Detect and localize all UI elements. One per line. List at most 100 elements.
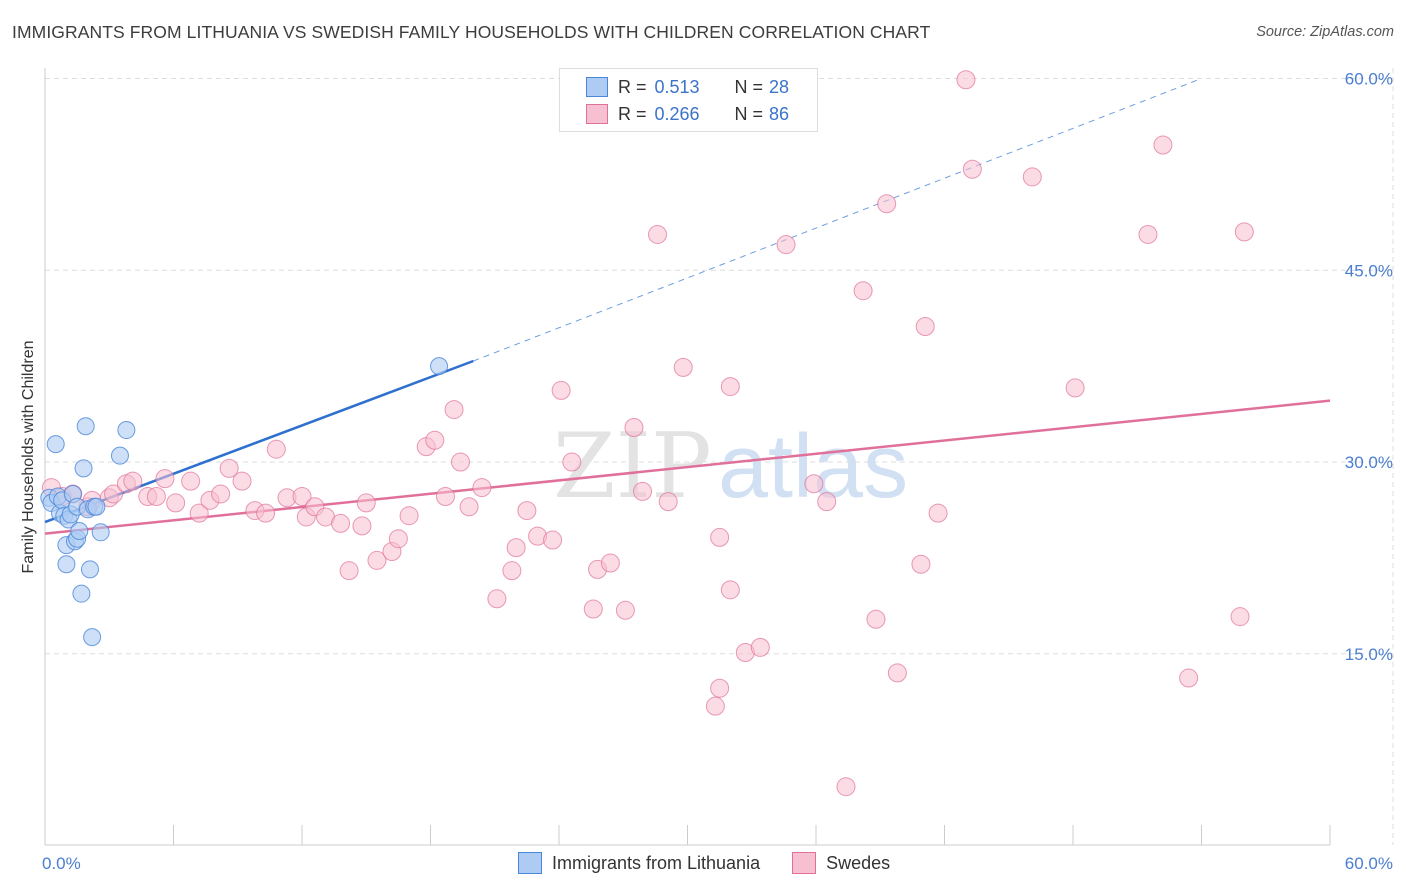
data-point-swedes xyxy=(1234,222,1254,242)
data-point-swedes xyxy=(915,316,935,336)
data-point-swedes xyxy=(928,503,948,523)
legend-swatch-blue xyxy=(518,852,542,874)
data-point-swedes xyxy=(543,530,563,550)
data-point-swedes xyxy=(444,400,464,420)
data-point-lithuania xyxy=(76,417,95,436)
data-point-swedes xyxy=(551,380,571,400)
tick-labels: 15.0% 30.0% 45.0% 60.0% 0.0% 60.0% xyxy=(42,70,1393,874)
data-point-swedes xyxy=(517,501,537,521)
y-axis-label: Family Households with Children xyxy=(20,341,37,574)
data-point-swedes xyxy=(583,599,603,619)
data-point-swedes xyxy=(720,377,740,397)
data-point-swedes xyxy=(104,484,124,504)
data-point-lithuania xyxy=(72,584,91,603)
data-point-swedes xyxy=(487,589,507,609)
data-point-swedes xyxy=(502,561,522,581)
data-point-swedes xyxy=(866,609,886,629)
lithuania-points xyxy=(40,357,449,647)
legend-r-label: R = xyxy=(618,103,647,124)
legend-r-label: R = xyxy=(618,76,647,97)
data-point-swedes xyxy=(388,529,408,549)
data-point-swedes xyxy=(211,484,231,504)
data-point-swedes xyxy=(425,430,445,450)
data-point-swedes xyxy=(155,469,175,489)
series-legend: Immigrants from Lithuania Swedes xyxy=(518,852,922,874)
data-point-swedes xyxy=(1138,224,1158,244)
data-point-swedes xyxy=(256,503,276,523)
data-point-swedes xyxy=(189,503,209,523)
data-point-lithuania xyxy=(70,522,89,541)
data-point-swedes xyxy=(123,471,143,491)
legend-r-value: 0.266 xyxy=(654,103,700,124)
data-point-swedes xyxy=(331,513,351,533)
data-point-swedes xyxy=(720,580,740,600)
data-point-lithuania xyxy=(74,459,93,478)
data-point-swedes xyxy=(435,487,455,507)
data-point-swedes xyxy=(600,553,620,573)
y-tick-label: 30.0% xyxy=(1345,453,1393,472)
legend-n-value: 28 xyxy=(769,76,790,97)
legend-label-lithuania: Immigrants from Lithuania xyxy=(552,852,761,873)
legend-row-lithuania: R = 0.513 N = 28 xyxy=(586,74,789,100)
y-tick-label: 60.0% xyxy=(1345,70,1393,89)
data-point-swedes xyxy=(956,70,976,90)
data-point-swedes xyxy=(633,481,653,501)
data-point-swedes xyxy=(615,600,635,620)
data-point-swedes xyxy=(776,235,796,255)
data-point-lithuania xyxy=(46,435,65,454)
data-point-swedes xyxy=(181,471,201,491)
data-point-swedes xyxy=(339,561,359,581)
data-point-swedes xyxy=(853,281,873,301)
data-point-swedes xyxy=(367,550,387,570)
data-point-swedes xyxy=(705,696,725,716)
data-point-swedes xyxy=(266,439,286,459)
data-point-swedes xyxy=(804,474,824,494)
legend-item-lithuania[interactable]: Immigrants from Lithuania xyxy=(518,852,760,874)
data-point-swedes xyxy=(673,357,693,377)
data-point-swedes xyxy=(887,663,907,683)
gridlines xyxy=(45,68,1394,845)
data-point-swedes xyxy=(219,458,239,478)
data-point-swedes xyxy=(399,506,419,526)
data-point-swedes xyxy=(1179,668,1199,688)
legend-swatch-pink xyxy=(792,852,817,874)
trend-line-lithuania-extended xyxy=(473,78,1202,362)
data-point-swedes xyxy=(1065,378,1085,398)
legend-label-swedes: Swedes xyxy=(826,852,891,873)
data-point-swedes xyxy=(877,194,897,214)
data-point-swedes xyxy=(836,777,856,797)
data-point-swedes xyxy=(1153,135,1173,155)
data-point-lithuania xyxy=(117,421,136,440)
watermark-atlas: atlas xyxy=(718,417,908,517)
legend-r-value: 0.513 xyxy=(654,76,700,97)
data-point-lithuania xyxy=(57,555,76,574)
data-point-swedes xyxy=(356,493,376,513)
data-point-swedes xyxy=(658,492,678,512)
x-tick-label: 0.0% xyxy=(42,854,81,873)
data-point-swedes xyxy=(450,452,470,472)
data-point-lithuania xyxy=(80,560,99,579)
axes xyxy=(44,68,1331,846)
legend-swatch-blue xyxy=(586,77,608,97)
data-point-lithuania xyxy=(83,628,102,647)
data-point-swedes xyxy=(1230,607,1250,627)
data-point-swedes xyxy=(459,497,479,517)
data-point-swedes xyxy=(562,452,582,472)
y-tick-label: 15.0% xyxy=(1345,645,1393,664)
legend-n-value: 86 xyxy=(769,103,790,124)
legend-item-swedes[interactable]: Swedes xyxy=(792,852,890,874)
chart-title: IMMIGRANTS FROM LITHUANIA VS SWEDISH FAM… xyxy=(12,22,931,42)
data-point-lithuania xyxy=(91,523,110,542)
data-point-swedes xyxy=(624,417,644,437)
data-point-swedes xyxy=(352,516,372,536)
legend-n-label: N = xyxy=(734,103,764,124)
legend-swatch-pink xyxy=(586,104,608,124)
data-point-swedes xyxy=(750,637,770,657)
data-point-swedes xyxy=(506,538,526,558)
data-point-lithuania xyxy=(87,497,106,516)
data-point-swedes xyxy=(146,487,166,507)
data-point-swedes xyxy=(166,493,186,513)
data-point-swedes xyxy=(962,159,982,179)
data-point-swedes xyxy=(911,554,931,574)
